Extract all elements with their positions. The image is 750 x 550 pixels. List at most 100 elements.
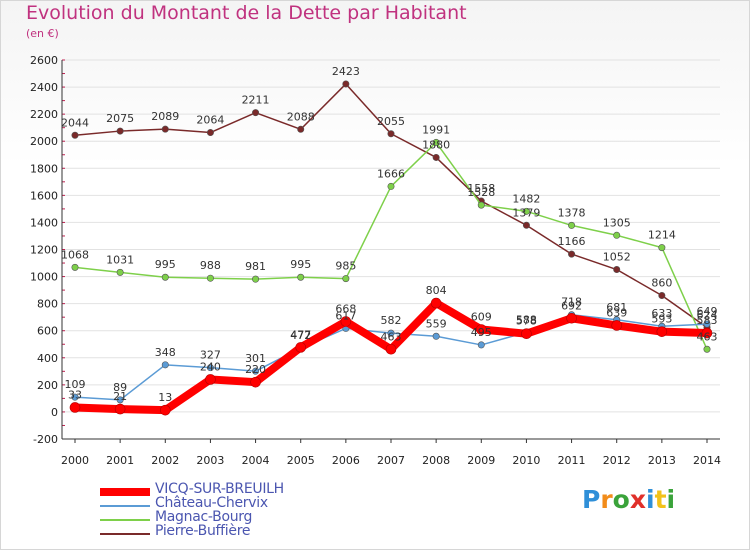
x-tick-label: 2014 bbox=[693, 454, 721, 467]
data-label: 13 bbox=[158, 391, 172, 404]
data-label: 860 bbox=[651, 277, 672, 290]
logo-letter: o bbox=[612, 485, 630, 514]
data-label: 21 bbox=[113, 390, 127, 403]
x-tick-label: 2008 bbox=[422, 454, 450, 467]
data-label: 1068 bbox=[61, 248, 89, 261]
y-tick-label: -200 bbox=[33, 433, 58, 446]
data-label: 477 bbox=[290, 328, 311, 341]
data-label: 1378 bbox=[558, 206, 586, 219]
legend-label: Pierre-Buffière bbox=[155, 523, 251, 539]
data-point bbox=[252, 367, 260, 375]
data-label: 633 bbox=[651, 307, 672, 320]
data-label: 583 bbox=[697, 314, 718, 327]
data-point bbox=[613, 266, 621, 274]
x-tick-label: 2013 bbox=[648, 454, 676, 467]
data-label: 2211 bbox=[242, 94, 270, 107]
data-point bbox=[161, 125, 169, 133]
data-point bbox=[477, 201, 485, 209]
y-tick-label: 2200 bbox=[30, 108, 58, 121]
data-label: 463 bbox=[381, 330, 402, 343]
data-label: 348 bbox=[155, 346, 176, 359]
data-point bbox=[161, 361, 169, 369]
y-tick-label: 1800 bbox=[30, 162, 58, 175]
legend-label: VICQ-SUR-BREUILH bbox=[155, 481, 284, 497]
data-point bbox=[522, 221, 530, 229]
data-point bbox=[71, 131, 79, 139]
data-point bbox=[475, 324, 487, 335]
x-tick-label: 2012 bbox=[603, 454, 631, 467]
data-label: 495 bbox=[471, 326, 492, 339]
data-label: 1482 bbox=[512, 192, 540, 205]
x-tick-label: 2004 bbox=[242, 454, 270, 467]
data-label: 559 bbox=[426, 317, 447, 330]
data-point bbox=[430, 297, 442, 309]
data-point bbox=[206, 129, 214, 137]
data-point bbox=[387, 329, 395, 337]
chart-title: Evolution du Montant de la Dette par Hab… bbox=[26, 2, 467, 24]
data-point bbox=[205, 374, 216, 385]
x-tick-label: 2009 bbox=[467, 454, 495, 467]
data-label: 609 bbox=[471, 310, 492, 323]
data-point bbox=[656, 326, 668, 337]
data-point bbox=[206, 364, 214, 372]
data-label: 463 bbox=[697, 330, 718, 343]
data-label: 981 bbox=[245, 260, 266, 273]
data-label: 578 bbox=[516, 315, 537, 328]
data-point bbox=[385, 343, 397, 355]
proxiti-logo: Proxiti bbox=[582, 485, 675, 514]
data-label: 1305 bbox=[603, 216, 631, 229]
logo-letter: t bbox=[654, 485, 667, 514]
data-point bbox=[342, 80, 350, 88]
logo-letter: r bbox=[600, 485, 613, 514]
x-tick-label: 2007 bbox=[377, 454, 405, 467]
data-point bbox=[161, 273, 169, 281]
y-tick-label: 1200 bbox=[30, 244, 58, 257]
data-label: 89 bbox=[113, 381, 127, 394]
data-label: 985 bbox=[335, 260, 356, 273]
logo-letter: i bbox=[666, 485, 676, 514]
data-label: 588 bbox=[516, 313, 537, 326]
data-label: 1166 bbox=[558, 235, 586, 248]
data-label: 301 bbox=[245, 352, 266, 365]
data-point bbox=[701, 327, 713, 339]
logo-letter: x bbox=[629, 485, 646, 514]
y-tick-label: 2400 bbox=[30, 81, 58, 94]
data-point bbox=[568, 221, 576, 229]
y-tick-label: 600 bbox=[37, 325, 58, 338]
data-point bbox=[342, 275, 350, 283]
y-tick-label: 0 bbox=[51, 406, 58, 419]
x-tick-label: 2001 bbox=[106, 454, 134, 467]
data-point bbox=[387, 182, 395, 190]
x-tick-label: 2005 bbox=[287, 454, 315, 467]
data-point bbox=[114, 403, 126, 415]
data-point bbox=[297, 273, 305, 281]
x-tick-label: 2000 bbox=[61, 454, 89, 467]
data-point bbox=[69, 402, 81, 413]
data-label: 988 bbox=[200, 259, 221, 272]
data-point bbox=[703, 320, 711, 328]
data-point bbox=[522, 207, 530, 215]
data-label: 109 bbox=[65, 378, 86, 391]
data-point bbox=[250, 376, 261, 388]
x-tick-label: 2011 bbox=[558, 454, 586, 467]
data-point bbox=[658, 244, 666, 252]
data-label: 327 bbox=[200, 349, 221, 362]
data-label: 1052 bbox=[603, 251, 631, 264]
data-label: 649 bbox=[697, 305, 718, 318]
data-point bbox=[252, 109, 260, 117]
data-label: 2075 bbox=[106, 112, 134, 125]
data-label: 2044 bbox=[61, 116, 89, 129]
data-label: 668 bbox=[335, 303, 356, 316]
data-point bbox=[340, 316, 352, 327]
data-point bbox=[611, 320, 623, 331]
y-tick-label: 200 bbox=[37, 379, 58, 392]
data-point bbox=[521, 328, 532, 339]
data-label: 2423 bbox=[332, 65, 360, 78]
data-label: 1666 bbox=[377, 167, 405, 180]
legend-swatch bbox=[100, 488, 150, 496]
y-tick-label: 1400 bbox=[30, 216, 58, 229]
y-tick-label: 2000 bbox=[30, 135, 58, 148]
data-label: 617 bbox=[335, 309, 356, 322]
y-tick-label: 1600 bbox=[30, 189, 58, 202]
